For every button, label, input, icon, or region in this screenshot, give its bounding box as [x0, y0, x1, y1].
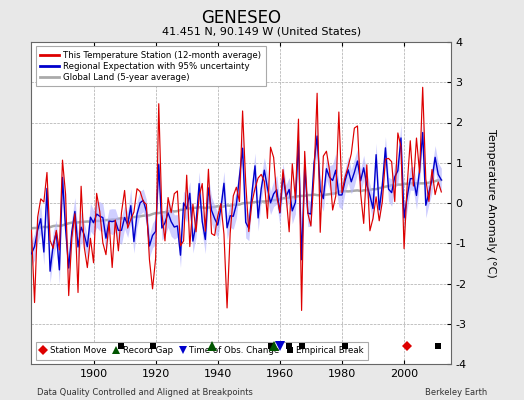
Text: 41.451 N, 90.149 W (United States): 41.451 N, 90.149 W (United States) — [162, 26, 362, 36]
Y-axis label: Temperature Anomaly (°C): Temperature Anomaly (°C) — [486, 129, 496, 277]
Text: Data Quality Controlled and Aligned at Breakpoints: Data Quality Controlled and Aligned at B… — [37, 388, 253, 397]
Title: GENESEO: GENESEO — [201, 8, 281, 26]
Legend: Station Move, Record Gap, Time of Obs. Change, Empirical Break: Station Move, Record Gap, Time of Obs. C… — [36, 342, 367, 360]
Text: Berkeley Earth: Berkeley Earth — [425, 388, 487, 397]
